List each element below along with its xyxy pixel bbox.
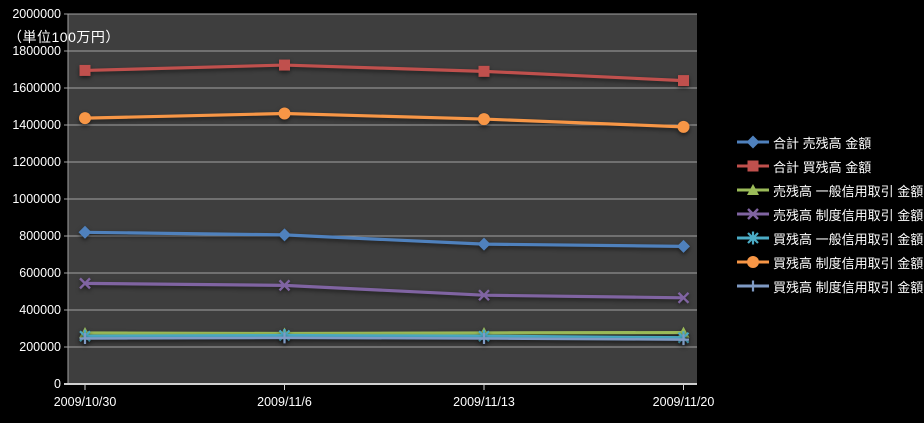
x-axis-label: 2009/11/13 [453, 395, 515, 409]
series-line [83, 330, 686, 336]
triangle-marker [747, 184, 759, 195]
plus-marker [747, 280, 759, 292]
legend-item: 買残高 一般信用取引 金額 [736, 226, 923, 250]
y-axis-label: 2000000 [12, 7, 61, 21]
x-marker [278, 279, 291, 292]
series-1 [78, 225, 690, 253]
series-line [83, 230, 686, 248]
legend-marker-star [737, 231, 769, 245]
legend-item: 買残高 制度信用取引 金額 [736, 250, 923, 274]
plus-marker [79, 332, 91, 344]
series-line [83, 281, 686, 300]
diamond-marker [477, 237, 491, 251]
x-axis-label: 2009/11/6 [257, 395, 312, 409]
series-line [83, 63, 686, 83]
circle-marker [478, 113, 490, 126]
legend-item: 売残高 制度信用取引 金額 [736, 202, 923, 226]
circle-marker [278, 107, 291, 120]
diamond-marker [78, 225, 92, 239]
legend-label: 合計 買残高 金額 [773, 159, 872, 175]
y-axis-label: 1400000 [12, 118, 61, 132]
y-axis-label: 400000 [19, 303, 61, 317]
plus-marker [478, 332, 490, 344]
diamond-marker [746, 135, 760, 149]
series-line [83, 111, 686, 129]
legend-label: 合計 売残高 金額 [773, 135, 872, 151]
square-marker [79, 64, 91, 76]
x-axis-label: 2009/10/30 [54, 395, 117, 409]
series-line [83, 333, 686, 340]
square-marker [678, 75, 689, 87]
legend-label: 買残高 一般信用取引 金額 [773, 231, 924, 247]
y-axis-label: 1800000 [12, 44, 61, 58]
legend-item: 合計 買残高 金額 [736, 154, 871, 178]
x-marker [747, 208, 759, 220]
square-marker [478, 65, 490, 77]
diamond-marker [677, 239, 690, 253]
legend-marker-plus [737, 280, 769, 292]
legend-marker-circle [737, 256, 769, 268]
x-marker [478, 289, 490, 302]
legend-item: 合計 売残高 金額 [736, 130, 871, 154]
circle-marker [79, 112, 91, 125]
series-7 [79, 332, 689, 346]
star-marker [747, 231, 759, 245]
series-2 [79, 59, 689, 87]
legend-marker-diamond [737, 135, 769, 149]
y-axis-label: 600000 [19, 266, 61, 280]
y-axis-label: 800000 [19, 229, 61, 243]
plus-marker [678, 334, 689, 346]
series-6 [79, 107, 690, 133]
legend-label: 売残高 制度信用取引 金額 [773, 207, 924, 223]
x-axis-label: 2009/11/20 [653, 395, 715, 409]
legend-item: 売残高 一般信用取引 金額 [736, 178, 923, 202]
legend-marker-x [737, 208, 769, 220]
circle-marker [747, 256, 759, 268]
x-marker [79, 277, 91, 290]
series-line [83, 336, 685, 341]
legend-label: 買残高 制度信用取引 金額 [773, 255, 924, 271]
legend-marker-triangle [737, 184, 769, 195]
legend-marker-square [737, 160, 769, 172]
y-axis-label: 200000 [19, 340, 61, 354]
y-axis-label: 0 [54, 377, 61, 391]
series-4 [79, 277, 690, 304]
y-axis-label: 1200000 [12, 155, 61, 169]
square-marker [747, 160, 759, 172]
diamond-marker [278, 228, 291, 242]
axis-unit-label: （単位100万円） [8, 29, 120, 45]
x-marker [677, 291, 690, 304]
plus-marker [279, 332, 290, 344]
square-marker [279, 59, 290, 71]
y-axis-label: 1600000 [12, 81, 61, 95]
legend-label: 買残高 制度信用取引 金額 [773, 279, 924, 295]
legend-label: 売残高 一般信用取引 金額 [773, 183, 924, 199]
legend-item: 買残高 制度信用取引 金額 [736, 274, 923, 298]
circle-marker [677, 120, 690, 133]
y-axis-label: 1000000 [12, 192, 61, 206]
